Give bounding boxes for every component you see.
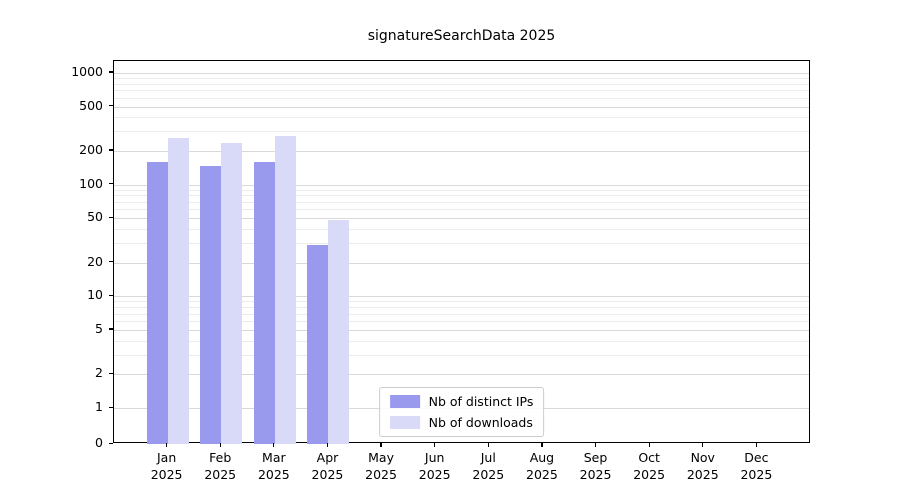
bar-nb-of-downloads-jan-2025 <box>167 138 189 444</box>
y-tick-label: 1 <box>95 399 103 414</box>
y-tick-mark <box>109 372 113 375</box>
gridline-minor <box>114 83 809 85</box>
y-tick-mark <box>109 406 113 408</box>
gridline-major <box>114 262 809 264</box>
legend-label-nb-of-downloads: Nb of downloads <box>428 415 533 430</box>
x-tick-mark <box>594 443 597 447</box>
gridline-minor <box>114 229 809 231</box>
y-tick-mark <box>109 105 113 107</box>
x-tick-mark <box>487 443 489 447</box>
legend-swatch-nb-of-downloads <box>389 416 420 429</box>
gridline-major <box>114 72 809 74</box>
y-tick-label: 100 <box>79 175 103 191</box>
gridline-major <box>114 184 809 186</box>
gridline-minor <box>114 321 809 323</box>
y-tick-mark <box>109 294 113 296</box>
x-tick-label: Oct 2025 <box>633 450 666 482</box>
legend: Nb of distinct IPs Nb of downloads <box>378 387 545 437</box>
y-tick-label: 50 <box>87 209 103 225</box>
y-tick-label: 5 <box>95 320 103 336</box>
y-tick-mark <box>109 216 113 218</box>
x-tick-label: Mar 2025 <box>257 450 290 482</box>
y-tick-mark <box>109 183 113 185</box>
x-tick-mark <box>326 443 329 447</box>
x-tick-label: Sep 2025 <box>579 450 612 482</box>
y-tick-mark <box>109 442 113 444</box>
y-tick-label: 0 <box>95 435 103 450</box>
gridline-minor <box>114 117 809 119</box>
y-tick-mark <box>109 149 113 151</box>
x-tick-mark <box>166 443 168 447</box>
legend-item-nb-of-downloads: Nb of downloads <box>389 415 534 430</box>
gridline-minor <box>114 243 809 244</box>
x-tick-label: Nov 2025 <box>686 450 719 482</box>
x-tick-label: Dec 2025 <box>740 450 773 482</box>
y-tick-mark <box>109 71 113 73</box>
gridline-major <box>114 106 809 108</box>
x-tick-mark <box>380 443 382 447</box>
x-tick-mark <box>648 443 650 447</box>
bar-nb-of-downloads-mar-2025 <box>274 136 296 444</box>
plot-area: Nb of distinct IPs Nb of downloads <box>113 60 810 444</box>
gridline-major <box>114 329 809 331</box>
bar-nb-of-distinct-ips-jan-2025 <box>146 161 168 444</box>
chart-title: signatureSearchData 2025 <box>367 28 556 44</box>
x-tick-label: Apr 2025 <box>311 450 344 482</box>
y-tick-label: 200 <box>79 141 103 157</box>
y-tick-mark <box>109 261 113 263</box>
legend-label-nb-of-distinct-ips: Nb of distinct IPs <box>428 394 534 409</box>
y-tick-label: 20 <box>87 253 103 269</box>
gridline-minor <box>114 131 809 133</box>
legend-item-nb-of-distinct-ips: Nb of distinct IPs <box>389 394 534 409</box>
gridline-minor <box>114 307 809 309</box>
gridline-minor <box>114 354 809 356</box>
gridline-minor <box>114 301 809 303</box>
x-tick-label: Aug 2025 <box>526 450 558 482</box>
bar-nb-of-distinct-ips-mar-2025 <box>253 161 275 444</box>
x-tick-mark <box>434 443 436 447</box>
x-tick-mark <box>273 443 275 447</box>
x-tick-label: Feb 2025 <box>204 450 237 482</box>
bar-nb-of-downloads-feb-2025 <box>221 143 243 444</box>
gridline-minor <box>114 201 809 203</box>
gridline-minor <box>114 78 809 79</box>
bar-nb-of-downloads-apr-2025 <box>328 220 350 444</box>
x-tick-label: Jul 2025 <box>472 450 505 482</box>
bar-nb-of-distinct-ips-apr-2025 <box>307 244 329 444</box>
x-tick-mark <box>702 443 704 447</box>
bar-nb-of-distinct-ips-feb-2025 <box>200 165 222 444</box>
gridline-minor <box>114 209 809 211</box>
x-tick-mark <box>755 443 757 447</box>
y-tick-mark <box>109 328 113 330</box>
y-tick-label: 1000 <box>71 63 103 79</box>
gridline-major <box>114 150 809 152</box>
y-tick-label: 500 <box>79 97 103 113</box>
legend-swatch-nb-of-distinct-ips <box>389 395 420 408</box>
gridline-minor <box>114 195 809 197</box>
gridline-minor <box>114 340 809 342</box>
x-tick-mark <box>541 443 543 447</box>
gridline-minor <box>114 90 809 92</box>
x-tick-label: Jan 2025 <box>150 450 183 482</box>
x-tick-mark <box>219 443 221 447</box>
x-tick-label: Jun 2025 <box>418 450 451 482</box>
gridline-minor <box>114 189 809 191</box>
x-tick-label: May 2025 <box>365 450 397 482</box>
y-tick-label: 2 <box>95 365 103 381</box>
gridline-major <box>114 374 809 376</box>
gridline-minor <box>114 313 809 315</box>
gridline-major <box>114 218 809 220</box>
gridline-major <box>114 296 809 298</box>
y-tick-label: 10 <box>87 287 103 303</box>
gridline-minor <box>114 97 809 99</box>
